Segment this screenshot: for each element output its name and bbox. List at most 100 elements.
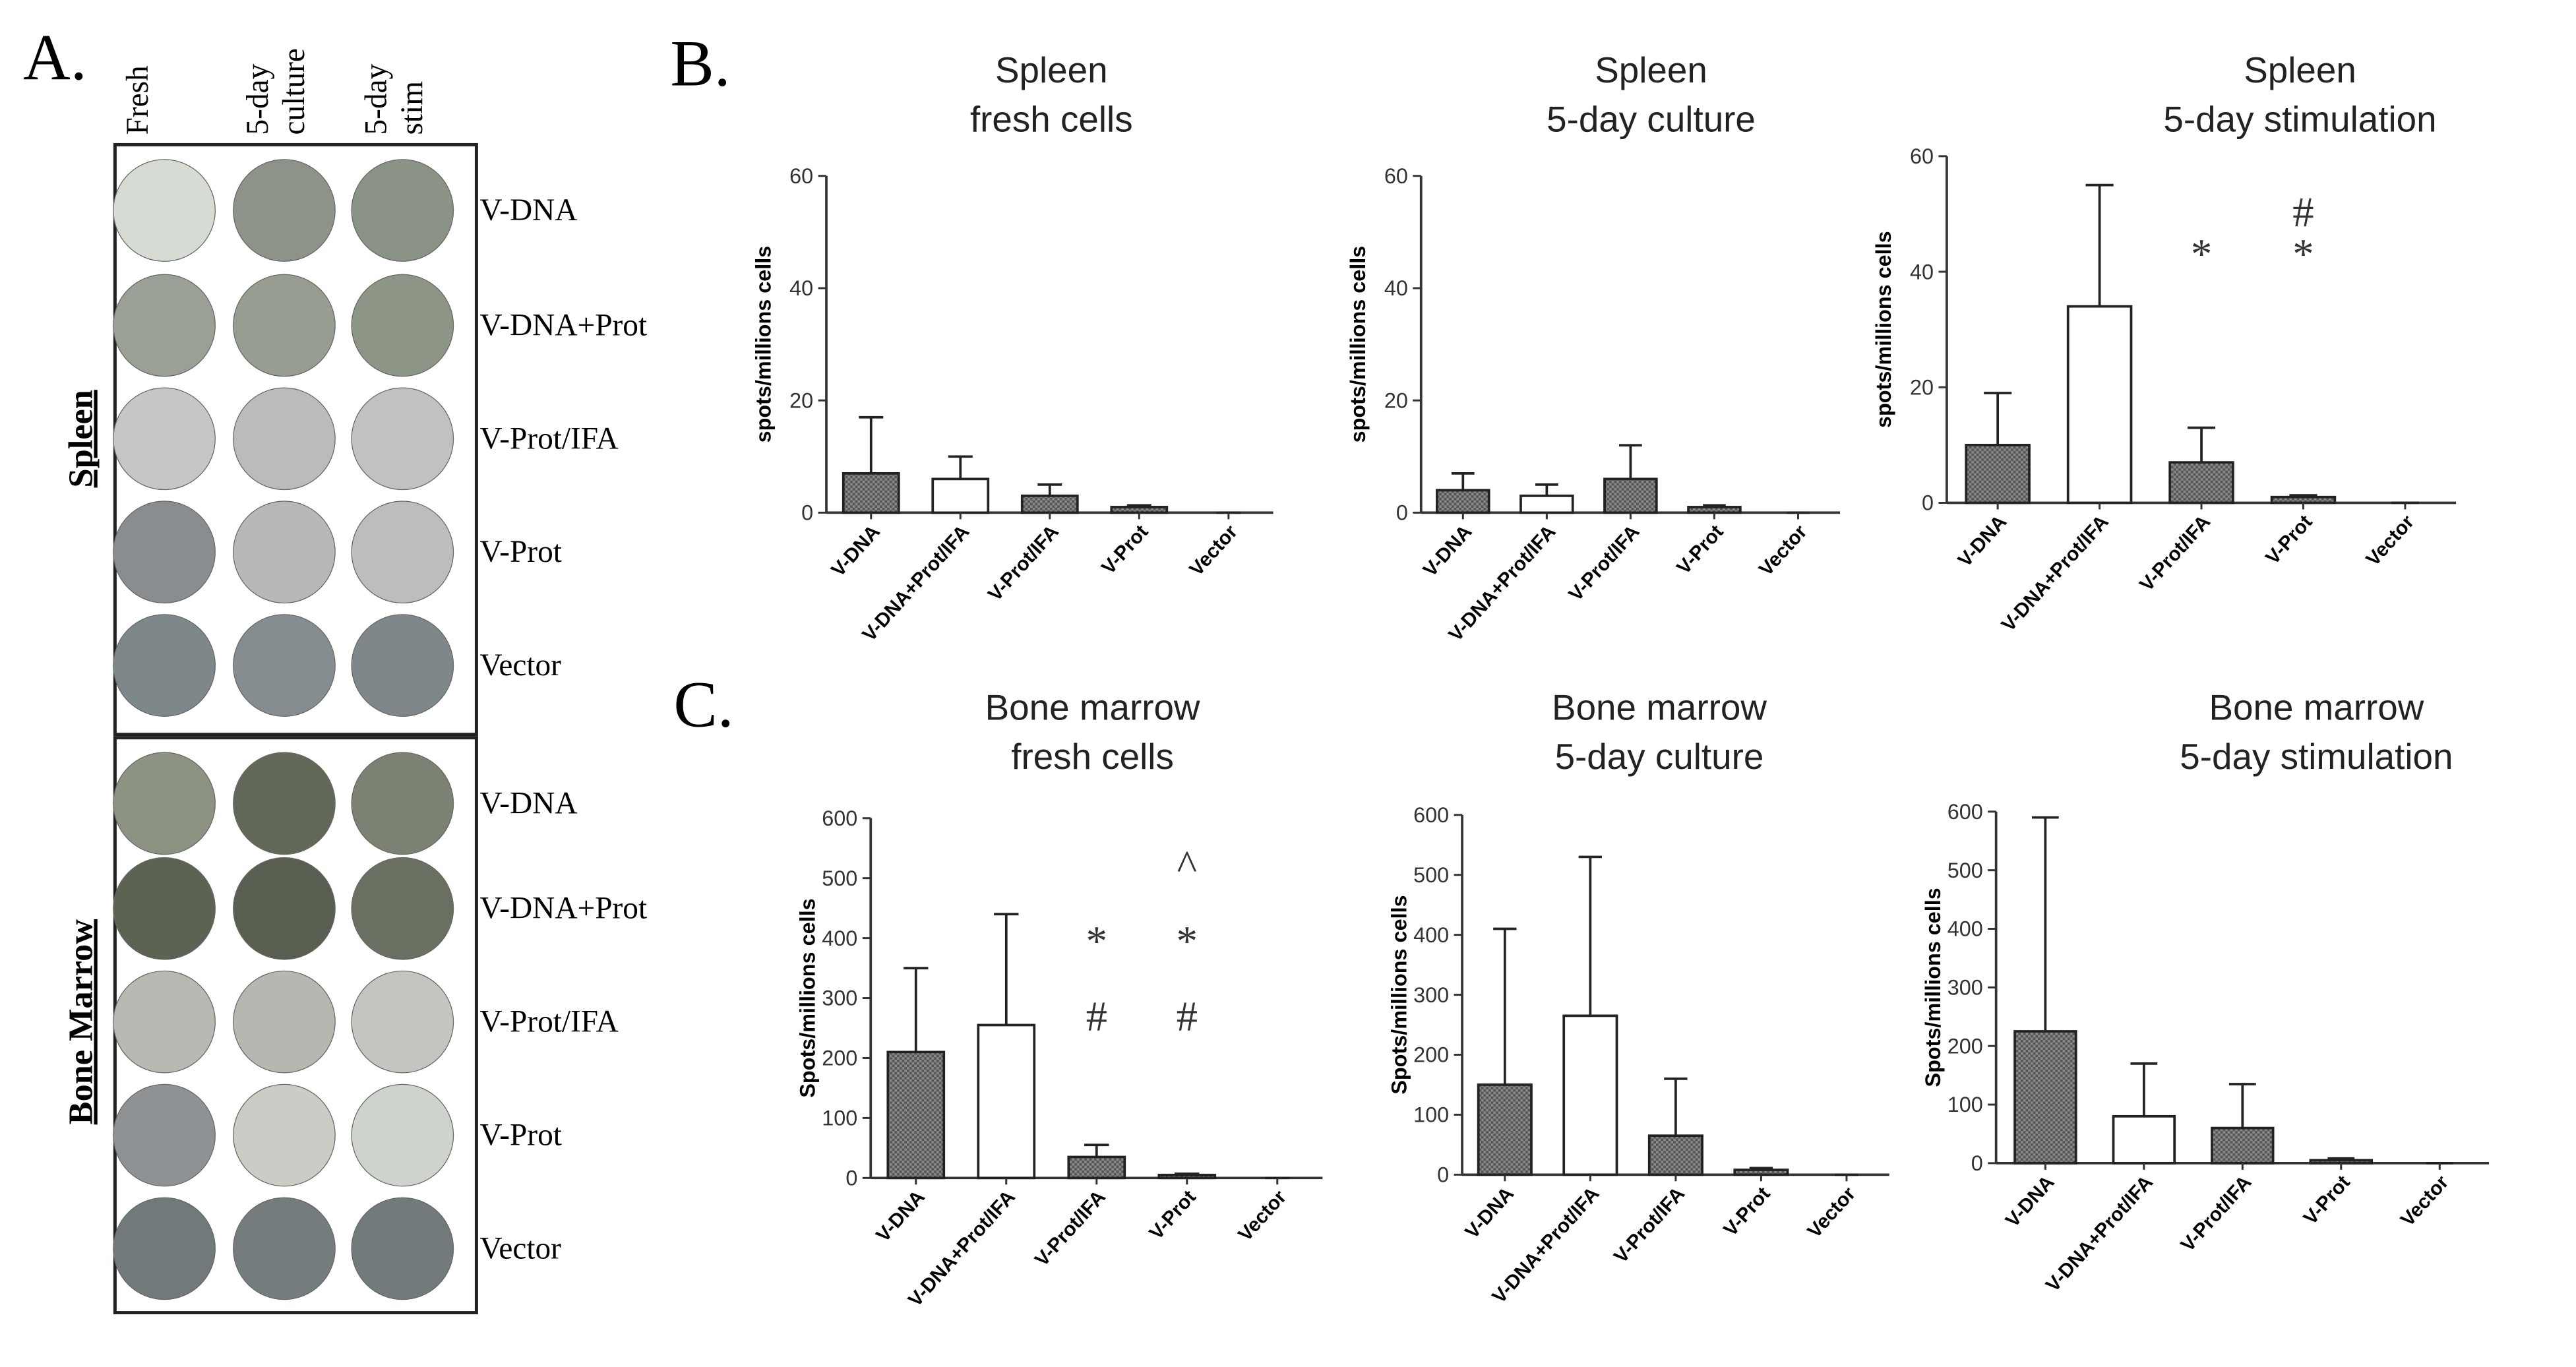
column-label: 5-day [359, 63, 393, 135]
column-label: 5-day [241, 63, 275, 135]
bar [1647, 1134, 1703, 1176]
chart-title: 5-day stimulation [2163, 99, 2436, 140]
annotation: * [2191, 230, 2212, 278]
well-image [113, 159, 216, 262]
chart-title: Bone marrow [2209, 686, 2424, 727]
bar [2112, 1114, 2176, 1165]
row-label: V-DNA [479, 193, 577, 228]
well-image [351, 159, 454, 262]
y-axis-label: spots/millions cells [1346, 246, 1370, 443]
y-tick-label: 300 [822, 987, 857, 1010]
chart-title: 5-day culture [1555, 736, 1764, 777]
column-label: Fresh [121, 65, 155, 135]
bar [1110, 506, 1169, 514]
y-tick-label: 100 [1413, 1103, 1449, 1127]
well-image [351, 501, 454, 604]
well-image [351, 274, 454, 377]
panel-label: A. [23, 20, 87, 94]
chart-title: Spleen [2244, 49, 2356, 90]
annotation: ^ [1177, 842, 1197, 890]
bar [1477, 1083, 1533, 1176]
chart-title: Spleen [1595, 49, 1707, 90]
y-tick-label: 100 [822, 1107, 857, 1130]
y-tick-label: 20 [1384, 388, 1408, 412]
chart-title: fresh cells [1011, 736, 1174, 777]
well-image [233, 614, 336, 717]
bar [1067, 1155, 1126, 1180]
y-tick-label: 500 [822, 866, 857, 890]
bar [1157, 1173, 1217, 1180]
well-image [351, 857, 454, 960]
y-tick-label: 0 [1922, 491, 1934, 515]
bar [977, 1023, 1036, 1180]
tissue-label: Spleen [62, 390, 100, 487]
y-tick-label: 400 [1947, 917, 1983, 941]
annotation: # [2292, 189, 2314, 236]
well-image [351, 387, 454, 491]
y-tick-label: 40 [1384, 276, 1408, 300]
y-axis-label: spots/millions cells [751, 246, 775, 443]
annotation: * [1177, 918, 1198, 965]
chart-title: Bone marrow [985, 686, 1200, 727]
y-tick-label: 300 [1413, 983, 1449, 1007]
bar [1603, 477, 1658, 514]
y-tick-label: 40 [1910, 260, 1934, 284]
bar [1965, 444, 2031, 504]
row-label: V-DNA+Prot [479, 892, 647, 926]
bar [1519, 495, 1574, 514]
column-label: culture [277, 48, 311, 135]
column-label: stim [395, 81, 429, 135]
annotation: * [2292, 230, 2314, 278]
bar [1436, 489, 1490, 514]
bar [2270, 495, 2337, 504]
well-image [351, 970, 454, 1074]
annotation: # [1177, 993, 1198, 1041]
row-label: V-DNA [479, 786, 577, 820]
well-image [233, 1083, 336, 1187]
well-image [233, 387, 336, 491]
chart-title: 5-day stimulation [2180, 736, 2453, 777]
row-label: V-Prot [479, 1118, 561, 1152]
well-image [233, 501, 336, 604]
row-label: V-Prot [479, 535, 561, 569]
y-axis-label: Spots/millions cells [1921, 888, 1945, 1087]
y-tick-label: 200 [1413, 1043, 1449, 1067]
y-tick-label: 60 [789, 164, 813, 188]
y-tick-label: 40 [789, 276, 813, 300]
y-tick-label: 60 [1384, 164, 1408, 188]
well-image [113, 614, 216, 717]
y-tick-label: 600 [1413, 803, 1449, 827]
well-image [113, 501, 216, 604]
chart-title: 5-day culture [1547, 99, 1756, 140]
y-tick-label: 500 [1947, 859, 1983, 882]
y-tick-label: 0 [845, 1167, 857, 1190]
row-label: V-Prot/IFA [479, 1005, 618, 1039]
bar [1687, 506, 1742, 514]
y-axis-label: spots/millions cells [1872, 231, 1895, 428]
well-image [113, 970, 216, 1074]
panel-label: B. [670, 27, 730, 100]
bar [1733, 1169, 1789, 1176]
annotation: # [1086, 993, 1107, 1041]
bar [842, 471, 900, 514]
y-axis-label: Spots/millions cells [1387, 895, 1411, 1094]
well-image [233, 857, 336, 960]
bar [2211, 1126, 2275, 1165]
well-image [351, 752, 454, 855]
bar [931, 477, 990, 514]
y-tick-label: 200 [1947, 1034, 1983, 1058]
well-image [233, 1197, 336, 1300]
y-tick-label: 400 [822, 927, 857, 950]
y-tick-label: 600 [1947, 800, 1983, 824]
well-image [351, 1083, 454, 1187]
y-tick-label: 400 [1413, 923, 1449, 947]
well-image [233, 970, 336, 1074]
y-tick-label: 300 [1947, 976, 1983, 1000]
chart-title: Spleen [995, 49, 1108, 90]
bar [2309, 1159, 2373, 1165]
well-image [113, 387, 216, 491]
bar [2168, 461, 2234, 504]
well-image [351, 614, 454, 717]
panel-label: C. [673, 667, 733, 741]
